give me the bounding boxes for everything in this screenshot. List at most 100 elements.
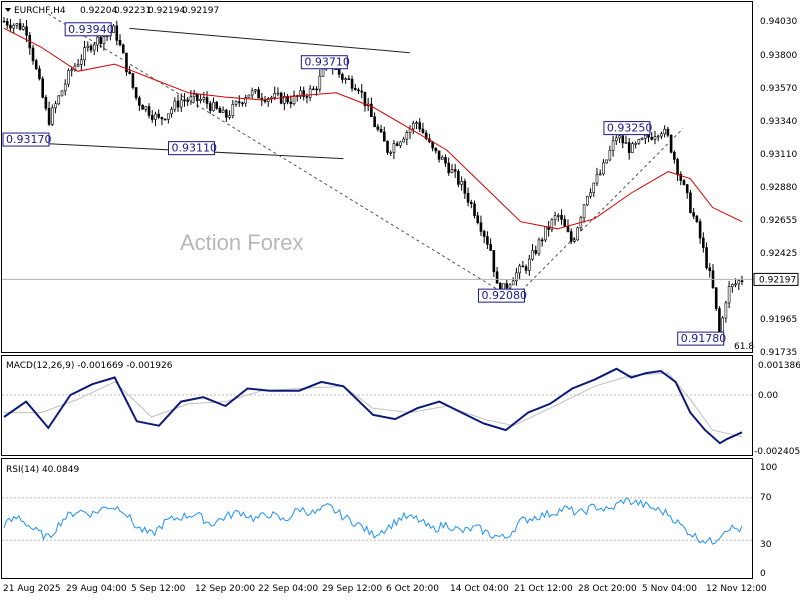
candle-body [353,88,357,91]
candle-body [447,162,451,174]
candle-body [437,150,441,160]
candle-body [399,141,402,146]
candle-body [99,36,102,44]
candle-body [689,192,692,213]
candle-body [698,221,702,239]
time-tick: 5 Nov 04:00 [642,584,697,594]
candle-body [308,88,312,98]
candle-body [208,103,212,111]
price-tick: 0.92880 [760,183,797,193]
current-price-value: 0.92197 [759,275,796,285]
candle-body [631,143,634,153]
candle-body [15,23,19,26]
price-axis: 0.94030 0.93800 0.93570 0.93340 0.93110 … [760,17,797,358]
price-tick: 0.92655 [760,216,797,226]
candle-body [25,26,28,36]
candle-body [557,215,560,217]
candle-body [627,142,631,153]
candle-body [611,140,615,151]
candle-body [80,59,83,65]
candle-body [218,108,222,113]
candle-body [244,97,248,104]
candle-body [679,173,683,181]
candle-body [718,308,721,333]
candle-body [205,97,209,104]
candle-body [508,284,512,289]
candle-body [595,174,599,184]
candle-body [9,24,12,29]
candle-body [737,280,741,285]
ohlc-low: 0.92194 [148,6,185,16]
candle-body [666,128,670,136]
candle-body [141,105,144,110]
candle-body [531,250,534,260]
level-box [64,22,112,37]
candle-body [360,90,364,93]
rsi-panel-frame [1,458,753,579]
candle-body [463,181,467,194]
time-tick: 5 Sep 12:00 [131,584,186,594]
candle-body [241,102,244,105]
rsi-tick: 30 [760,540,772,550]
candle-body [5,20,9,26]
candle-body [305,96,309,98]
candle-body [154,113,157,120]
candle-body [482,231,486,237]
ohlc-open: 0.92204 [80,6,117,16]
candle-body [344,78,347,81]
time-tick: 22 Sep 04:00 [258,584,318,594]
candle-body [144,106,148,110]
level-label: 0.93170 [6,133,52,146]
level-box [2,132,50,147]
candle-body [724,302,728,319]
candle-body [292,95,296,105]
candle-body [341,73,344,80]
candle-body [479,222,483,232]
candle-body [60,90,64,97]
candle-body [202,97,206,100]
candle-body [685,184,689,194]
candle-body [714,287,718,309]
candle-body [112,25,115,33]
time-tick: 28 Oct 20:00 [578,584,637,594]
level-label: 0.93940 [68,23,114,36]
candle-body [186,100,189,102]
candle-body [379,129,383,133]
candle-body [221,109,225,113]
candle-body [702,237,705,248]
candle-body [212,101,215,111]
candle-body [2,20,6,23]
time-tick: 29 Aug 04:00 [66,584,127,594]
candle-body [70,69,73,72]
candle-body [54,103,57,109]
candle-body [273,93,277,98]
level-labels: 0.93940 0.93710 0.93170 0.93110 0.93250 … [2,22,754,352]
candle-body [466,192,470,203]
candle-body [102,36,106,44]
candle-body [376,126,380,130]
symbol-dropdown-icon[interactable] [5,8,11,12]
candle-body [134,87,138,99]
rsi-line [3,497,743,545]
level-label: 0.92080 [481,289,526,302]
candle-body [576,227,579,241]
macd-label: MACD(12,26,9) -0.001669 -0.001926 [6,361,173,371]
candle-body [650,136,654,140]
candle-body [31,47,35,62]
candle-body [540,239,544,242]
candle-body [621,135,625,144]
level-box [677,331,725,346]
candle-body [660,133,663,137]
candle-body [347,78,351,81]
candle-body [421,128,425,134]
candle-body [131,73,135,88]
candle-body [460,181,463,185]
candle-body [176,100,180,108]
candle-body [469,201,473,205]
candle-body [234,101,238,105]
candle-body [350,78,354,89]
candle-body [418,122,422,130]
candle-body [605,159,608,164]
candle-body [721,317,724,333]
candle-body [424,132,428,140]
